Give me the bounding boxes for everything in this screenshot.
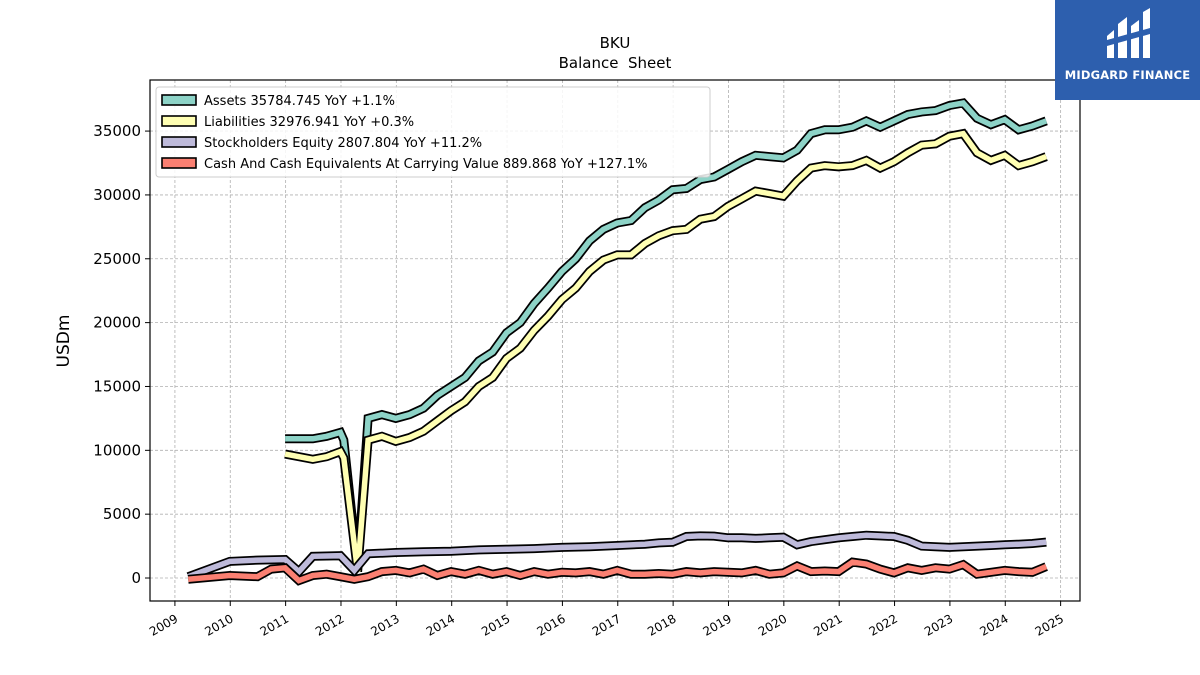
series-line-3 — [187, 559, 1048, 584]
plot-frame — [149, 79, 1081, 602]
x-axis: 2009 2010 2011 2012 2013 2014 2015 2016 2017 2018… — [147, 601, 1066, 639]
x-tick-label: 2011 — [258, 611, 291, 638]
y-tick-label: 0 — [131, 569, 141, 587]
x-tick-label: 2022 — [867, 611, 900, 638]
y-axis: 0 5000 10000 15000 20000 25000 30000 35000 — [93, 122, 150, 587]
series-line-1 — [284, 130, 1048, 572]
x-tick-label: 2014 — [424, 611, 457, 638]
grid-lines — [150, 80, 1080, 601]
legend-box — [155, 86, 711, 178]
x-tick-label: 2024 — [977, 611, 1010, 638]
x-tick-label: 2010 — [202, 611, 235, 638]
y-tick-label: 10000 — [93, 441, 141, 459]
y-tick-label: 20000 — [93, 314, 141, 332]
chart-subtitle: Balance Sheet — [559, 54, 672, 72]
legend-label: Stockholders Equity 2807.804 YoY +11.2% — [204, 136, 482, 151]
x-tick-label: 2016 — [534, 611, 567, 638]
x-tick-label: 2015 — [479, 611, 512, 638]
legend-label: Liabilities 32976.941 YoY +0.3% — [204, 115, 414, 130]
x-tick-label: 2025 — [1033, 611, 1066, 638]
midgard-finance-logo: MIDGARD FINANCE — [1055, 0, 1200, 100]
x-tick-label: 2017 — [590, 611, 623, 638]
x-tick-label: 2013 — [368, 611, 401, 638]
legend-swatch — [161, 136, 197, 148]
legend: Assets 35784.745 YoY +1.1% Liabilities 32… — [155, 86, 711, 178]
logo-text: MIDGARD FINANCE — [1064, 68, 1191, 82]
legend-label: Assets 35784.745 YoY +1.1% — [204, 94, 395, 109]
x-tick-label: 2023 — [922, 611, 955, 638]
y-tick-label: 15000 — [93, 377, 141, 395]
y-axis-label: USDm — [54, 315, 74, 368]
y-tick-label: 35000 — [93, 122, 141, 140]
logo-mark-icon — [1107, 8, 1150, 58]
legend-swatch — [161, 94, 197, 106]
x-tick-label: 2018 — [645, 611, 678, 638]
series-layer — [186, 98, 1048, 586]
legend-swatch — [161, 115, 197, 127]
y-tick-label: 30000 — [93, 186, 141, 204]
series-line-0 — [285, 100, 1048, 569]
y-tick-label: 25000 — [93, 250, 141, 268]
chart-title: BKU — [600, 34, 631, 52]
x-tick-label: 2009 — [147, 611, 180, 638]
x-tick-label: 2021 — [811, 611, 844, 638]
x-tick-label: 2012 — [313, 611, 346, 638]
x-tick-label: 2019 — [701, 611, 734, 638]
series-line-2 — [187, 532, 1047, 580]
y-tick-label: 5000 — [103, 505, 141, 523]
legend-label: Cash And Cash Equivalents At Carrying Va… — [204, 157, 647, 172]
x-tick-label: 2020 — [756, 611, 789, 638]
legend-swatch — [161, 157, 197, 169]
